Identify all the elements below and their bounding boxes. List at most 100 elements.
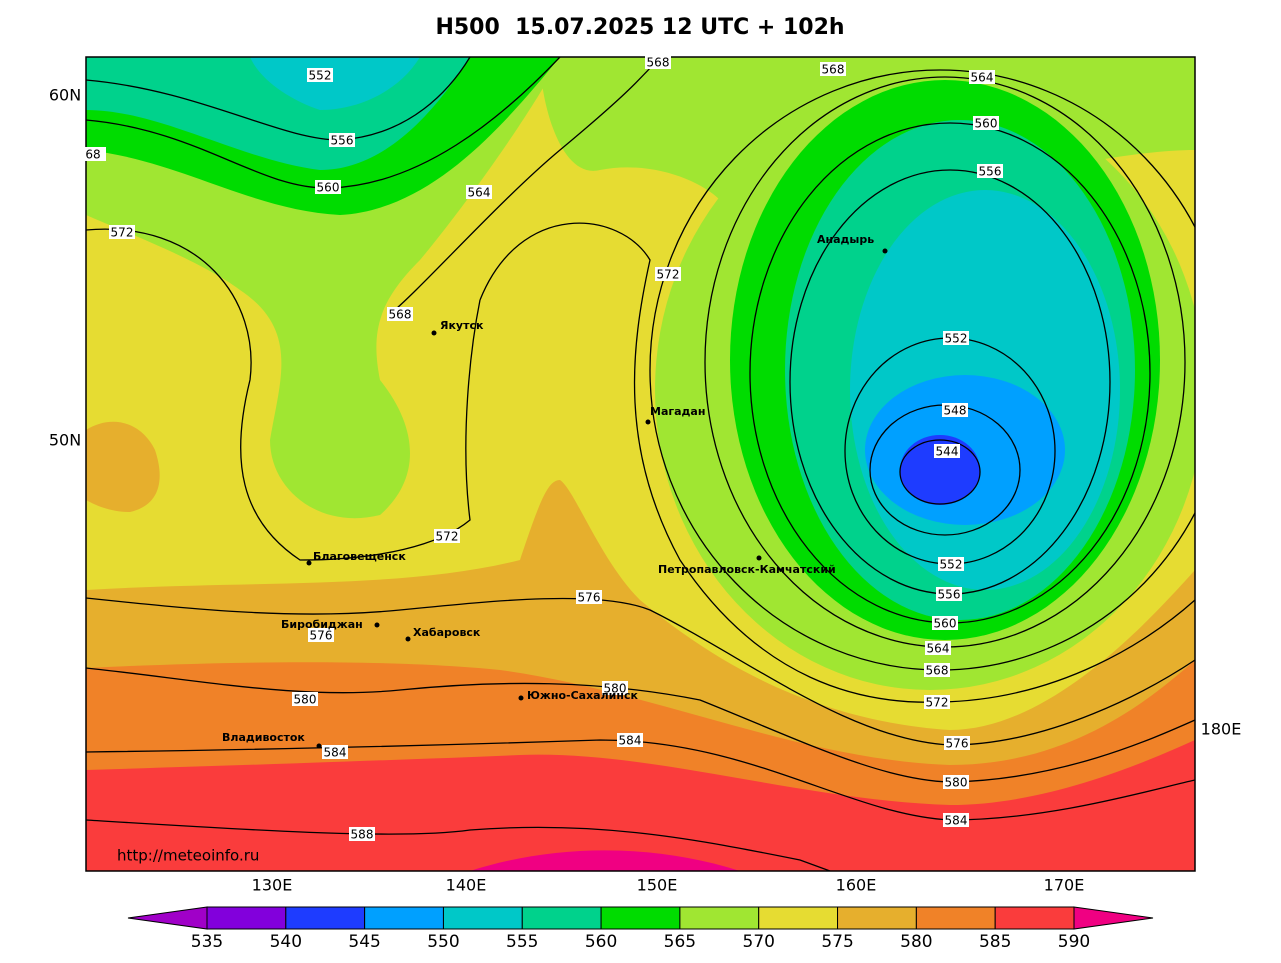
lon-label: 180E [1201, 720, 1242, 739]
contour-label-box [576, 590, 602, 604]
contour-label-box [944, 736, 970, 750]
colorbar-label: 565 [664, 932, 696, 952]
lon-label: 160E [836, 876, 877, 895]
cities: Якутск Магадан Анадырь Благовещенск Петропав… [222, 233, 888, 749]
colorbar-bin [915, 906, 996, 930]
colorbar-bin [837, 906, 917, 930]
contour-label: 572 [436, 530, 459, 544]
contour-label-box [969, 70, 995, 84]
city-dot [431, 330, 437, 336]
city-dot [882, 248, 888, 254]
contour-label: 588 [351, 828, 374, 842]
title: H500 15.07.2025 12 UTC + 102h [435, 15, 844, 40]
contour-label-box [973, 116, 999, 130]
colorbar-label: 560 [585, 932, 617, 952]
city-dot [756, 555, 762, 561]
contour-label: 548 [944, 404, 967, 418]
lon-label: 170E [1044, 876, 1085, 895]
contour-label: 580 [294, 693, 317, 707]
contour-label-box [820, 62, 846, 76]
city-label: Благовещенск [313, 550, 406, 563]
colorbar-bin [206, 906, 287, 930]
contour-label: 568 [389, 308, 412, 322]
contour-label-box [645, 55, 671, 69]
lat-label: 60N [49, 86, 81, 105]
colorbar: 535 540 545 550 555 560 565 570 575 580 585 590 [127, 906, 1154, 952]
colorbar-label: 535 [191, 932, 223, 952]
contour-label-box [938, 557, 964, 571]
city-label: Владивосток [222, 731, 305, 744]
colorbar-bin [521, 906, 602, 930]
contour-label: 568 [926, 664, 949, 678]
colorbar-bin [364, 906, 444, 930]
contour-label-box [434, 529, 460, 543]
lon-label: 150E [637, 876, 678, 895]
contour-label-box [387, 307, 413, 321]
contour-label: 552 [945, 332, 968, 346]
contour-label-box [942, 403, 968, 417]
contour-label-box [349, 827, 375, 841]
contour-label-box [322, 745, 348, 759]
colorbar-bin [994, 906, 1075, 930]
city-dot [518, 695, 524, 701]
contour-label: 580 [604, 682, 627, 696]
contour-label-box [80, 147, 106, 161]
contour-label: 68 [85, 148, 100, 162]
contour-label-box [936, 587, 962, 601]
city-dot [374, 622, 380, 628]
contour-label: 568 [647, 56, 670, 70]
colorbar-label: 555 [506, 932, 538, 952]
contour-label: 576 [578, 591, 601, 605]
contour-label-box [617, 733, 643, 747]
lat-label: 50N [49, 431, 81, 450]
contour-label-box [292, 692, 318, 706]
colorbar-label: 550 [427, 932, 459, 952]
contour-label: 584 [619, 734, 642, 748]
city-label: Петропавловск-Камчатский [658, 563, 836, 576]
contour-label: 552 [309, 69, 332, 83]
contour-label-box [925, 641, 951, 655]
colorbar-bin [758, 906, 839, 930]
contour-label: 560 [317, 181, 340, 195]
contour-label-box [934, 444, 960, 458]
source-url: http://meteoinfo.ru [117, 847, 259, 865]
contour-label: 584 [324, 746, 347, 760]
contour-label-box [466, 185, 492, 199]
city-dot [306, 560, 312, 566]
contour-label: 564 [971, 71, 994, 85]
contour-label-box [315, 180, 341, 194]
colorbar-arrow [127, 906, 208, 930]
contour-labels: 552 556 560 564 568 568 564 560 556 572 568 572 552 5… [80, 55, 1003, 842]
contour-label: 556 [938, 588, 961, 602]
contour-label-box [602, 681, 628, 695]
contour-label-box [943, 775, 969, 789]
contour-label-box [924, 695, 950, 709]
city-label: Магадан [650, 405, 705, 418]
contour-label: 560 [934, 617, 957, 631]
contour-label: 556 [979, 165, 1002, 179]
contour-label-box [977, 164, 1003, 178]
colorbar-bin [442, 906, 523, 930]
contour-label: 564 [927, 642, 950, 656]
contour-label-box [943, 331, 969, 345]
colorbar-arrow [1073, 906, 1154, 930]
map-frame [85, 56, 1196, 872]
contour-label-box [109, 225, 135, 239]
contour-label-box [924, 663, 950, 677]
lon-label: 140E [446, 876, 487, 895]
colorbar-label: 580 [900, 932, 932, 952]
contour-label: 568 [822, 63, 845, 77]
contour-label: 572 [111, 226, 134, 240]
contour-label-box [308, 628, 334, 642]
contour-label: 584 [945, 814, 968, 828]
contour-label: 544 [936, 445, 959, 459]
contour-label: 572 [926, 696, 949, 710]
lon-label: 130E [252, 876, 293, 895]
colorbar-label: 540 [270, 932, 302, 952]
shading [86, 57, 1195, 871]
city-label: Анадырь [817, 233, 874, 246]
city-label: Биробиджан [281, 618, 363, 631]
contour-label: 552 [940, 558, 963, 572]
city-dot [316, 743, 322, 749]
